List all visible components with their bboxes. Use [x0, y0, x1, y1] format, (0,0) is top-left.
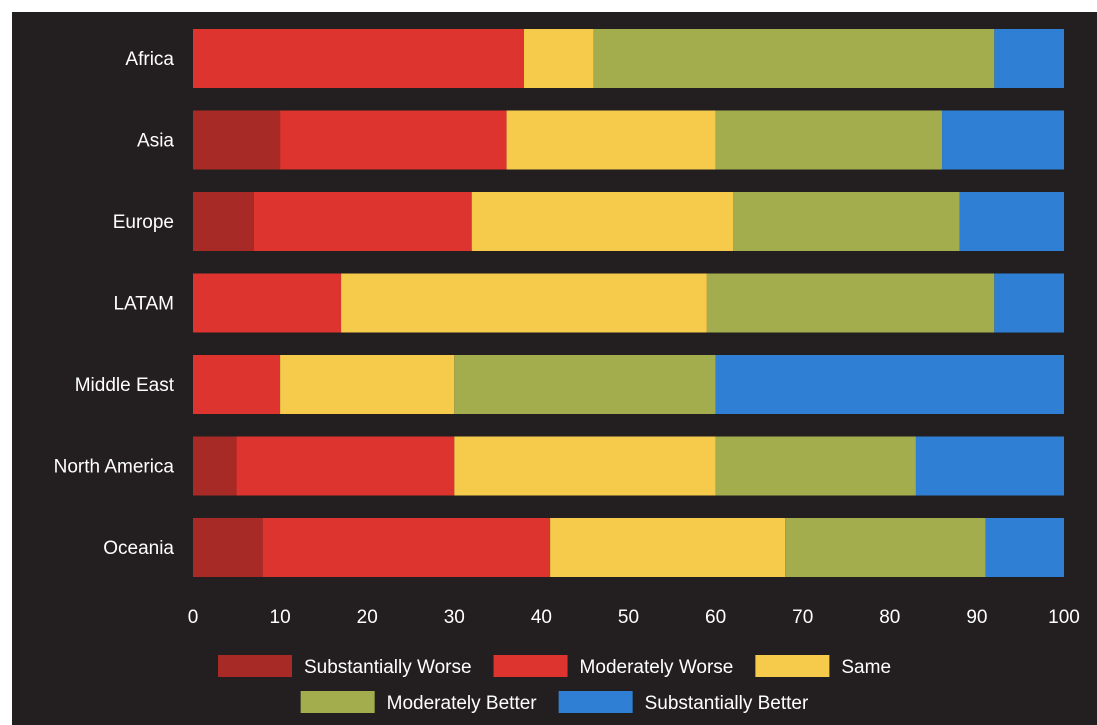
value-axis-ticks: 0 10 20 30 40 50 60 70 80 90 100	[188, 607, 1080, 628]
legend-label-substantially-worse: Substantially Worse	[304, 657, 472, 678]
x-tick-label-30: 30	[444, 607, 465, 628]
legend-swatch-substantially-better	[558, 691, 633, 713]
bar-africa-moderately-worse	[193, 29, 524, 88]
x-tick-label-80: 80	[879, 607, 900, 628]
bar-oceania-substantially-worse	[193, 518, 263, 577]
bar-oceania-moderately-better	[785, 518, 986, 577]
category-label-middle-east: Middle East	[75, 375, 175, 396]
bar-oceania-substantially-better	[985, 518, 1064, 577]
bar-asia-substantially-better	[942, 110, 1064, 170]
legend-label-moderately-better: Moderately Better	[387, 693, 538, 714]
bar-asia-substantially-worse	[193, 110, 281, 170]
bar-middle-east-moderately-worse	[193, 355, 281, 414]
category-axis-labels: Africa Asia Europe LATAM Middle East North Am…	[54, 49, 175, 559]
bar-middle-east-moderately-better	[454, 355, 716, 414]
bar-europe-moderately-better	[733, 192, 960, 251]
bar-latam-same	[341, 273, 707, 333]
plot-area	[193, 29, 1064, 577]
bar-latam-moderately-better	[706, 273, 995, 333]
x-tick-label-10: 10	[270, 607, 291, 628]
legend-swatch-same	[755, 655, 830, 677]
x-tick-label-100: 100	[1048, 607, 1080, 628]
bar-europe-substantially-better	[959, 192, 1064, 251]
legend-swatch-substantially-worse	[217, 655, 292, 677]
bar-north-america-moderately-worse	[236, 436, 455, 496]
bar-africa-same	[523, 29, 594, 88]
bar-asia-moderately-better	[715, 110, 943, 170]
bar-oceania-same	[550, 518, 786, 577]
category-label-latam: LATAM	[113, 294, 174, 315]
x-tick-label-40: 40	[531, 607, 552, 628]
bar-north-america-moderately-better	[715, 436, 916, 496]
x-tick-label-0: 0	[188, 607, 199, 628]
bar-africa-substantially-better	[994, 29, 1064, 88]
x-tick-label-90: 90	[966, 607, 987, 628]
legend: Substantially Worse Moderately Worse Same M…	[217, 655, 891, 714]
bar-latam-substantially-better	[994, 273, 1064, 333]
legend-label-moderately-worse: Moderately Worse	[580, 657, 734, 678]
category-label-africa: Africa	[125, 49, 174, 70]
bar-europe-moderately-worse	[253, 192, 472, 251]
x-tick-label-50: 50	[618, 607, 639, 628]
bar-europe-substantially-worse	[193, 192, 254, 251]
category-label-europe: Europe	[113, 212, 174, 233]
category-label-north-america: North America	[54, 457, 175, 478]
x-tick-label-60: 60	[705, 607, 726, 628]
legend-swatch-moderately-worse	[493, 655, 568, 677]
chart-panel: Africa Asia Europe LATAM Middle East North Am…	[12, 12, 1097, 725]
bar-latam-moderately-worse	[193, 273, 342, 333]
legend-swatch-moderately-better	[300, 691, 375, 713]
legend-label-substantially-better: Substantially Better	[645, 693, 809, 714]
bar-north-america-substantially-better	[915, 436, 1064, 496]
bar-north-america-substantially-worse	[193, 436, 237, 496]
category-label-asia: Asia	[137, 131, 174, 152]
legend-label-same: Same	[841, 657, 891, 678]
x-tick-label-70: 70	[792, 607, 813, 628]
bar-europe-same	[471, 192, 734, 251]
bar-north-america-same	[454, 436, 716, 496]
x-tick-label-20: 20	[357, 607, 378, 628]
stacked-bar-chart: Africa Asia Europe LATAM Middle East North Am…	[54, 29, 1080, 714]
bar-asia-same	[506, 110, 716, 170]
bar-asia-moderately-worse	[280, 110, 507, 170]
bar-middle-east-substantially-better	[715, 355, 1064, 414]
bar-africa-moderately-better	[593, 29, 995, 88]
bar-oceania-moderately-worse	[262, 518, 551, 577]
category-label-oceania: Oceania	[103, 538, 174, 559]
bar-middle-east-same	[280, 355, 455, 414]
